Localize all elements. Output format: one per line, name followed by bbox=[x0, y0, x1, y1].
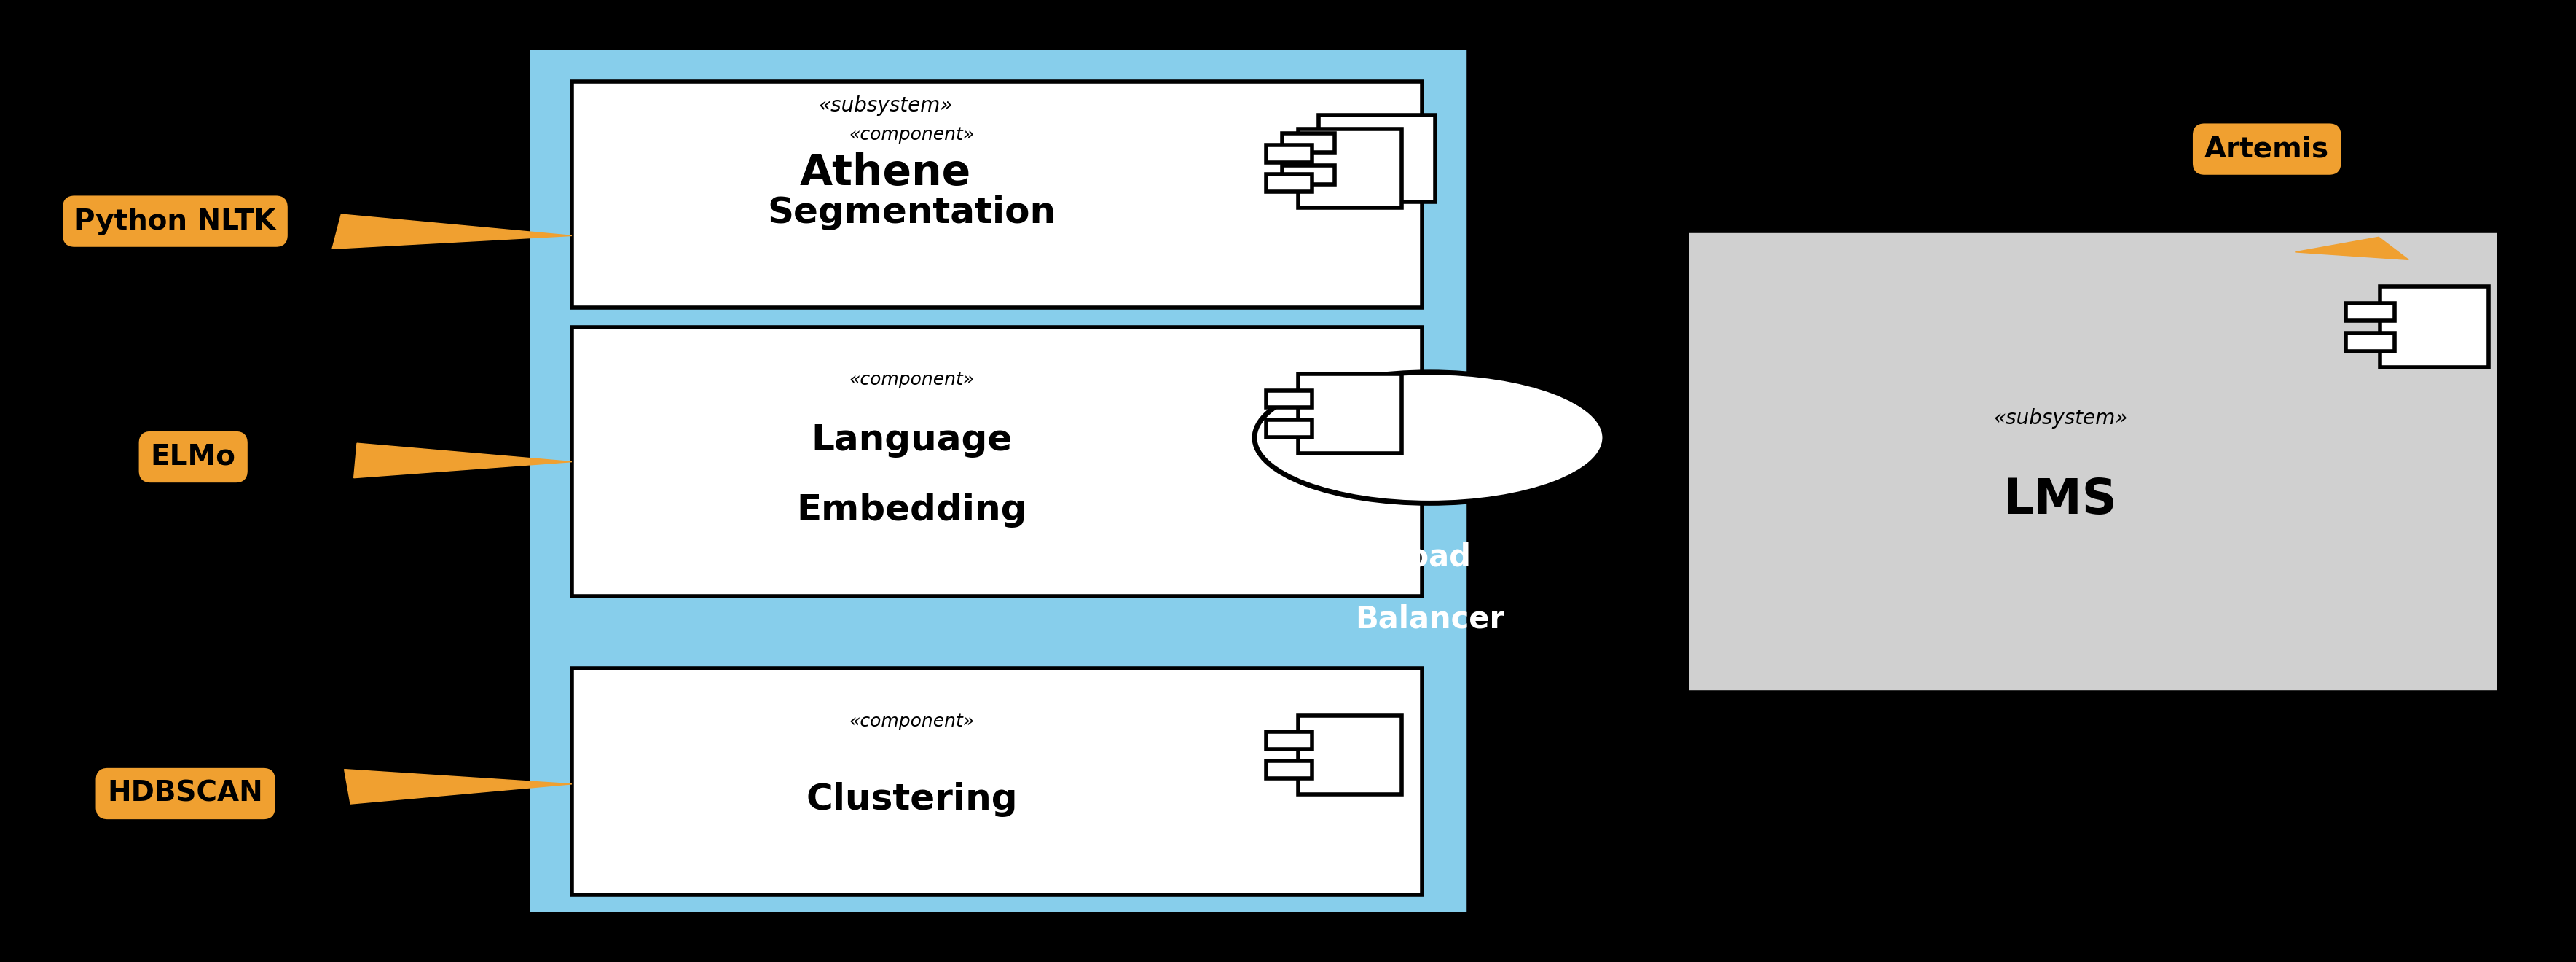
Text: HDBSCAN: HDBSCAN bbox=[108, 780, 263, 807]
Text: Embedding: Embedding bbox=[796, 493, 1028, 528]
Bar bbox=[2380, 287, 2488, 367]
Bar bbox=[1298, 716, 1401, 795]
Text: Artemis: Artemis bbox=[2205, 136, 2329, 163]
Text: «component»: «component» bbox=[850, 371, 974, 389]
Bar bbox=[1265, 419, 1311, 437]
Bar bbox=[1265, 145, 1311, 163]
Bar bbox=[1687, 231, 2499, 693]
Bar bbox=[572, 82, 1422, 308]
Bar bbox=[1265, 391, 1311, 408]
Circle shape bbox=[1255, 372, 1605, 503]
Bar bbox=[1283, 165, 1334, 185]
Text: Clustering: Clustering bbox=[806, 782, 1018, 817]
Text: «component»: «component» bbox=[850, 713, 974, 730]
Polygon shape bbox=[353, 443, 572, 478]
Text: LMS: LMS bbox=[2004, 476, 2117, 524]
Polygon shape bbox=[2295, 237, 2409, 260]
Bar bbox=[1283, 133, 1334, 152]
Bar bbox=[1319, 115, 1435, 202]
Bar bbox=[1265, 174, 1311, 191]
Polygon shape bbox=[345, 770, 572, 804]
Text: Language: Language bbox=[811, 422, 1012, 458]
Text: Python NLTK: Python NLTK bbox=[75, 208, 276, 235]
Bar bbox=[572, 327, 1422, 596]
Text: «subsystem»: «subsystem» bbox=[1994, 408, 2128, 429]
Text: Segmentation: Segmentation bbox=[768, 195, 1056, 230]
Text: Load: Load bbox=[1388, 542, 1471, 572]
Bar bbox=[1265, 732, 1311, 749]
Bar bbox=[572, 669, 1422, 895]
Text: «component»: «component» bbox=[850, 126, 974, 143]
Bar bbox=[1265, 761, 1311, 778]
Text: Athene: Athene bbox=[799, 152, 971, 194]
Text: «subsystem»: «subsystem» bbox=[819, 95, 953, 116]
Polygon shape bbox=[332, 215, 572, 249]
Bar bbox=[2347, 333, 2396, 351]
Bar bbox=[1298, 129, 1401, 208]
Bar bbox=[2347, 303, 2396, 321]
Text: ELMo: ELMo bbox=[149, 443, 237, 470]
Bar bbox=[1298, 374, 1401, 453]
Text: Balancer: Balancer bbox=[1355, 604, 1504, 635]
Bar bbox=[528, 48, 1468, 914]
